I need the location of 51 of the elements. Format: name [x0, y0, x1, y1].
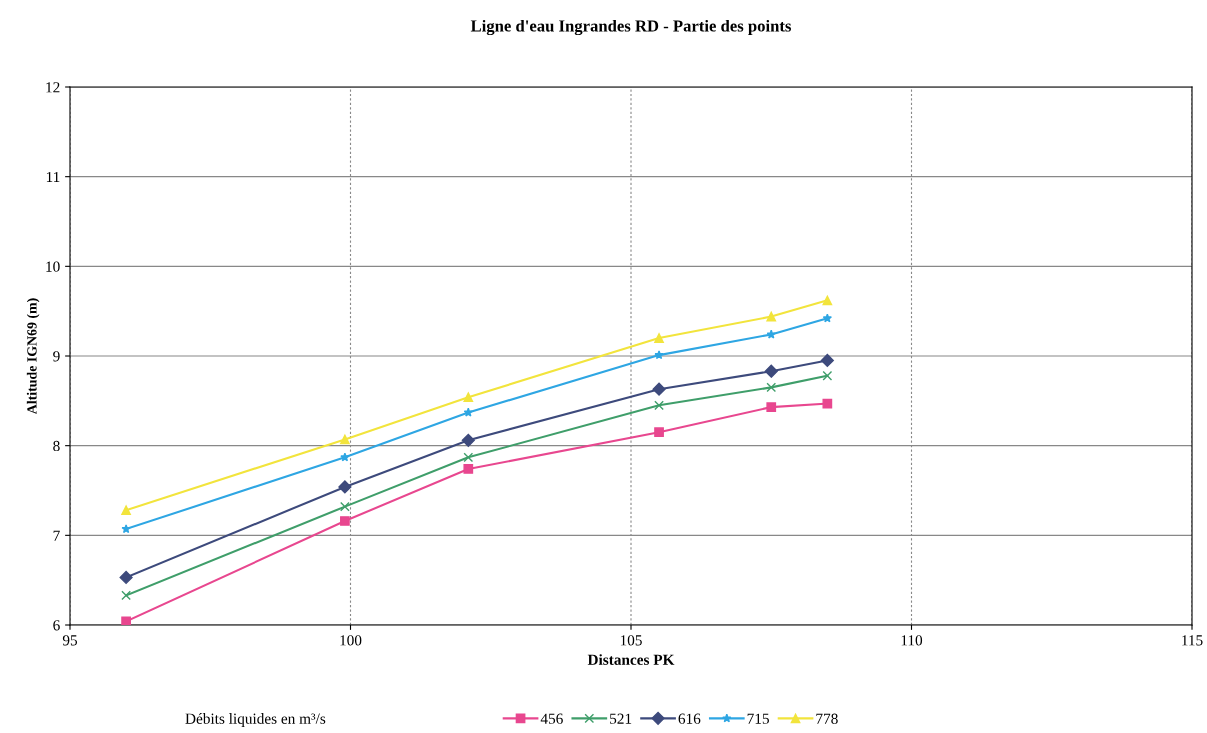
- point: [822, 398, 833, 409]
- point: [654, 400, 664, 411]
- legend-label: 715: [747, 713, 769, 724]
- point: [822, 370, 833, 381]
- legend-label: 778: [816, 713, 838, 724]
- point: [654, 427, 664, 438]
- point: [654, 333, 664, 343]
- x-tick-label: 110: [901, 635, 923, 646]
- point: [766, 311, 777, 322]
- point: [463, 407, 473, 417]
- point: [463, 464, 474, 474]
- point: [121, 524, 131, 534]
- point: [822, 313, 833, 323]
- point: [338, 480, 352, 494]
- y-tick-label: 9: [53, 351, 60, 362]
- y-tick-label: 11: [46, 171, 60, 182]
- point: [461, 433, 475, 447]
- x-tick-label: 115: [1182, 635, 1203, 646]
- point: [121, 505, 131, 516]
- x-tick-label: 95: [62, 635, 78, 646]
- point: [822, 295, 833, 306]
- point: [121, 616, 131, 625]
- point: [463, 392, 474, 403]
- legend-label: 521: [610, 713, 632, 724]
- legend-label: 456: [540, 713, 563, 724]
- point: [764, 364, 778, 378]
- y-tick-label: 10: [46, 261, 60, 272]
- point: [766, 402, 777, 412]
- point: [340, 452, 350, 462]
- point: [119, 570, 133, 585]
- legend-title: Débits liquides en m³/s: [185, 713, 326, 727]
- x-tick-label: 100: [340, 635, 362, 646]
- y-tick-label: 8: [53, 440, 60, 452]
- chart-title: Ligne d'eau Ingrandes RD - Partie des points: [470, 19, 792, 36]
- point: [652, 382, 666, 396]
- y-axis-title: Altitude IGN69 (m): [26, 298, 40, 415]
- point: [766, 329, 776, 339]
- x-tick-label: 105: [620, 635, 642, 646]
- point: [340, 501, 350, 512]
- point: [654, 350, 664, 360]
- x-axis-title: Distances PK: [587, 654, 675, 665]
- y-tick-label: 6: [53, 620, 60, 631]
- point: [820, 353, 834, 368]
- y-tick-label: 7: [53, 530, 60, 541]
- legend-label: 616: [678, 713, 701, 724]
- point: [766, 382, 777, 393]
- point: [463, 452, 474, 463]
- y-tick-label: 12: [46, 82, 60, 93]
- point: [340, 434, 350, 445]
- point: [340, 516, 350, 526]
- point: [121, 590, 131, 601]
